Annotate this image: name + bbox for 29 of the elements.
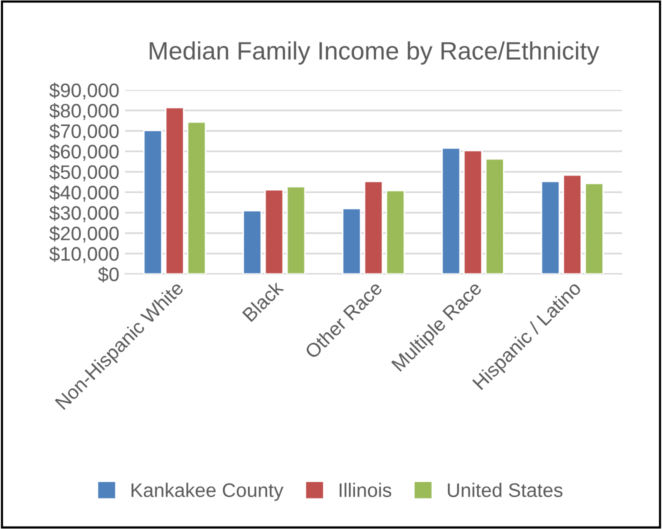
y-tick-label: $90,000	[49, 82, 119, 100]
y-tick-label: $60,000	[49, 144, 119, 161]
bar	[342, 208, 362, 274]
chart-title: Median Family Income by Race/Ethnicity	[150, 41, 600, 65]
bar	[286, 186, 306, 274]
bar	[463, 150, 483, 274]
bar	[242, 210, 262, 274]
bar	[441, 147, 461, 274]
y-tick-label: $30,000	[49, 205, 119, 222]
y-tick-label: $50,000	[49, 164, 119, 182]
bar	[364, 180, 384, 274]
legend-label: Illinois	[340, 482, 392, 498]
bar	[485, 158, 504, 274]
y-tick-label: $80,000	[49, 103, 119, 120]
bar	[562, 174, 582, 274]
bar	[165, 106, 184, 274]
bar	[264, 189, 284, 274]
bar	[143, 130, 162, 274]
y-tick-label: $70,000	[49, 124, 119, 140]
y-tick-label: $0	[98, 266, 119, 282]
y-tick-label: $20,000	[49, 226, 119, 243]
bar	[540, 180, 560, 274]
bar	[584, 182, 604, 274]
bar	[386, 190, 406, 274]
y-tick-label: $40,000	[49, 184, 119, 202]
bar	[186, 121, 206, 274]
legend-label: Kankakee County	[132, 482, 284, 501]
legend-label: United States	[448, 482, 562, 498]
y-tick-label: $10,000	[49, 246, 119, 264]
